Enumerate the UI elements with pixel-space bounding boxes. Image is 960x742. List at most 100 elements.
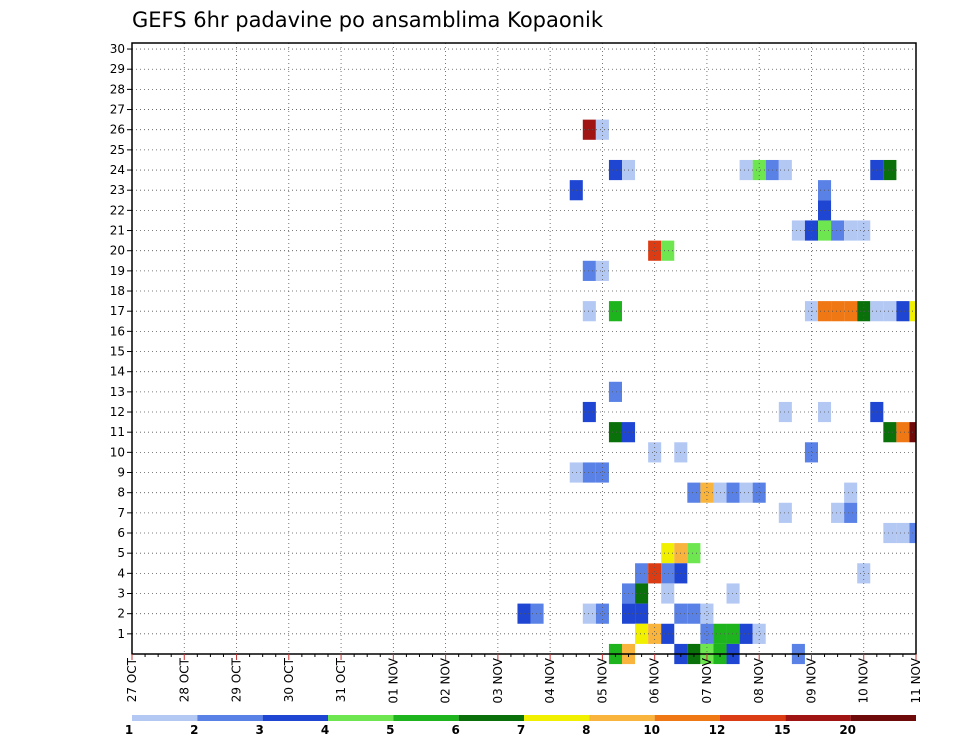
x-tick-label: 03 NOV	[491, 657, 505, 703]
data-cell	[752, 623, 766, 644]
y-tick-label: 12	[110, 405, 125, 419]
x-tick-label: 10 NOV	[857, 657, 871, 703]
data-cell	[896, 422, 910, 443]
y-axis: 1234567891011121314151617181920212223242…	[110, 42, 132, 641]
y-tick-label: 17	[110, 304, 125, 318]
y-tick-label: 22	[110, 203, 125, 217]
legend-tick-label: 20	[839, 723, 856, 737]
data-cell	[648, 240, 662, 261]
legend-tick-label: 5	[386, 723, 394, 737]
y-tick-label: 30	[110, 42, 125, 56]
data-cell	[648, 563, 662, 584]
data-cell	[582, 603, 596, 624]
legend-swatch	[132, 715, 198, 721]
y-tick-label: 15	[110, 345, 125, 359]
legend-tick-label: 8	[582, 723, 590, 737]
data-cell	[700, 623, 714, 644]
y-tick-label: 24	[110, 163, 125, 177]
y-tick-label: 21	[110, 224, 125, 238]
legend-tick-label: 3	[255, 723, 263, 737]
legend-swatch	[393, 715, 459, 721]
y-tick-label: 11	[110, 425, 125, 439]
data-cell	[883, 522, 897, 544]
data-cell	[739, 159, 753, 181]
data-cell	[582, 119, 596, 140]
data-cell	[608, 159, 622, 181]
color-legend: 1 2 3 4 5 6 7 8 10 12 15 20	[125, 715, 916, 737]
data-cell	[635, 583, 649, 604]
data-cell	[896, 522, 910, 544]
data-cell	[739, 623, 753, 644]
data-cell	[635, 623, 649, 644]
y-tick-label: 23	[110, 183, 125, 197]
x-tick-label: 07 NOV	[700, 657, 714, 703]
legend-tick-label: 2	[190, 723, 198, 737]
legend-tick-label: 1	[125, 723, 133, 737]
data-cell	[608, 422, 622, 443]
x-tick-label: 06 NOV	[648, 657, 662, 703]
data-cell	[661, 623, 675, 644]
data-cell	[778, 502, 792, 523]
y-tick-label: 27	[110, 103, 125, 117]
data-cell	[648, 623, 662, 644]
x-tick-label: 29 OCT	[230, 657, 244, 702]
data-cell	[726, 623, 740, 644]
data-cell	[582, 462, 596, 483]
data-cell	[661, 563, 675, 584]
data-cell	[752, 159, 766, 181]
data-cell	[778, 159, 792, 181]
legend-tick-label: 6	[451, 723, 459, 737]
data-cell	[804, 220, 818, 241]
x-tick-label: 02 NOV	[439, 657, 453, 703]
y-tick-label: 10	[110, 445, 125, 459]
data-cell	[844, 220, 858, 241]
x-tick-label: 28 OCT	[177, 657, 191, 702]
y-tick-label: 26	[110, 123, 125, 137]
data-cell	[700, 482, 714, 503]
x-tick-label: 04 NOV	[543, 657, 557, 703]
y-tick-label: 6	[117, 526, 125, 540]
data-cell	[831, 220, 845, 241]
data-cell	[804, 442, 818, 463]
y-tick-label: 14	[110, 365, 125, 379]
data-cell	[844, 502, 858, 523]
legend-swatch	[262, 715, 328, 721]
data-cell	[831, 301, 845, 322]
legend-tick-label: 15	[774, 723, 791, 737]
y-tick-label: 8	[117, 486, 125, 500]
legend-tick-label: 4	[321, 723, 329, 737]
data-cell	[582, 260, 596, 281]
y-tick-label: 28	[110, 82, 125, 96]
data-cell	[791, 220, 805, 241]
data-cell	[648, 442, 662, 463]
y-tick-label: 25	[110, 143, 125, 157]
data-cell	[700, 603, 714, 624]
y-tick-label: 19	[110, 264, 125, 278]
data-cell	[530, 603, 544, 624]
y-tick-label: 9	[117, 466, 125, 480]
y-tick-label: 16	[110, 324, 125, 338]
legend-tick-label: 7	[517, 723, 525, 737]
data-cell	[582, 301, 596, 322]
y-tick-label: 2	[117, 607, 125, 621]
data-cells	[517, 119, 916, 665]
x-tick-label: 27 OCT	[125, 657, 139, 702]
x-tick-label: 31 OCT	[334, 657, 348, 702]
legend-swatch	[524, 715, 590, 721]
y-tick-label: 18	[110, 284, 125, 298]
y-tick-label: 5	[117, 546, 125, 560]
data-cell	[844, 482, 858, 503]
data-cell	[726, 482, 740, 503]
data-cell	[883, 301, 897, 322]
data-cell	[608, 301, 622, 322]
x-tick-label: 30 OCT	[282, 657, 296, 702]
x-tick-label: 01 NOV	[386, 657, 400, 703]
x-tick-label: 05 NOV	[595, 657, 609, 703]
y-tick-label: 7	[117, 506, 125, 520]
data-cell	[608, 381, 622, 402]
y-tick-label: 20	[110, 244, 125, 258]
y-tick-label: 13	[110, 385, 125, 399]
data-cell	[595, 260, 609, 281]
data-cell	[778, 401, 792, 423]
y-tick-label: 4	[117, 566, 125, 580]
